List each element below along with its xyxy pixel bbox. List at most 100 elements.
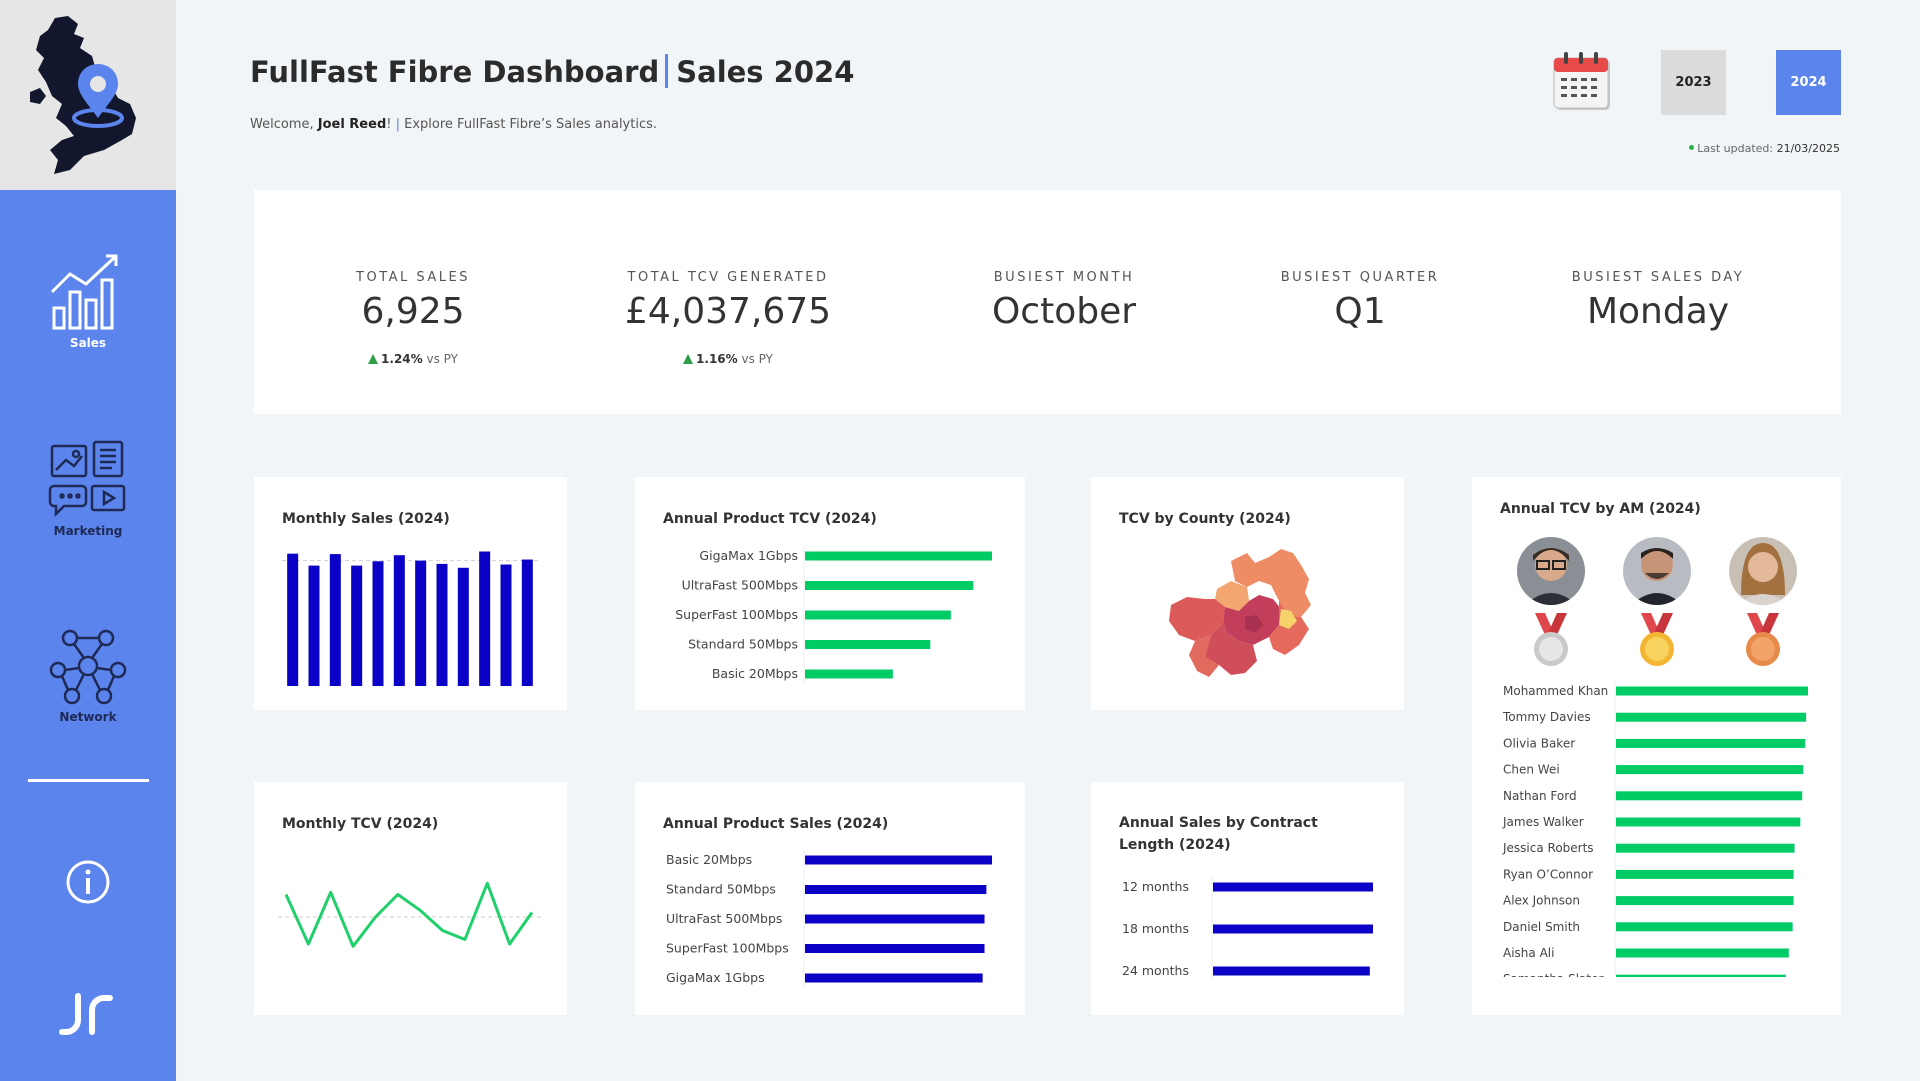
avatar (1623, 537, 1691, 605)
tick-label: SuperFast 100Mbps (666, 941, 789, 956)
bar (1616, 765, 1804, 775)
bar-may (372, 561, 384, 686)
tick-label: Samantha Slater (1503, 972, 1603, 977)
monthly-sales-card: Monthly Sales (2024) (254, 477, 567, 710)
kpi-total-sales: TOTAL SALES 6,925 1.24% vs PY (273, 270, 553, 366)
tick-label: 18 months (1122, 921, 1189, 936)
kpi-total-tcv: TOTAL TCV GENERATED £4,037,675 1.16% vs … (588, 270, 868, 366)
tick-label: Olivia Baker (1503, 736, 1575, 750)
last-updated: Last updated: 21/03/2025 (1689, 142, 1840, 155)
tick-label: Basic 20Mbps (666, 852, 752, 867)
county-region-highlight[interactable] (1279, 609, 1297, 629)
kpi-value: October (991, 291, 1137, 332)
last-updated-label: Last updated: (1697, 142, 1777, 155)
year-2023-button[interactable]: 2023 (1661, 50, 1726, 115)
title-divider (665, 54, 669, 88)
bar (1616, 948, 1789, 958)
bar (1616, 791, 1803, 801)
bar (1616, 869, 1794, 879)
bar-nov (500, 564, 512, 686)
chart-title: TCV by County (2024) (1119, 511, 1291, 527)
county-region-west[interactable] (1169, 597, 1225, 641)
kpi-label: BUSIEST MONTH (993, 270, 1135, 285)
status-dot (1689, 145, 1695, 150)
sidebar-item-sales[interactable]: Sales (0, 252, 176, 350)
info-button[interactable] (0, 858, 176, 906)
tick-label: Standard 50Mbps (688, 637, 798, 652)
tick-label: Alex Johnson (1503, 894, 1580, 908)
county-region-north[interactable] (1231, 549, 1311, 617)
kpi-delta: 1.16% vs PY (588, 352, 868, 366)
tick-label: Basic 20Mbps (712, 666, 798, 681)
bar-sep (457, 567, 469, 686)
kpi-busiest-day: BUSIEST SALES DAY Monday (1518, 270, 1798, 332)
county-region-core[interactable] (1245, 615, 1263, 633)
chart-title: Annual Product TCV (2024) (663, 511, 877, 527)
bar (1616, 896, 1794, 906)
tick-label: Tommy Davies (1502, 710, 1591, 724)
tick-label: Mohammed Khan (1503, 684, 1608, 698)
kpi-delta: 1.24% vs PY (273, 352, 553, 366)
annual-tcv-by-am-chart: Mohammed Khan Tommy Davies Olivia Baker Che… (1502, 681, 1808, 977)
annual-product-sales-card: Annual Product Sales (2024) Basic 20Mbps… (635, 782, 1025, 1015)
sidebar-item-network[interactable]: Network (0, 626, 176, 724)
bar (805, 914, 985, 924)
bar (805, 581, 974, 590)
sidebar-item-marketing[interactable]: Marketing (0, 440, 176, 538)
tick-label: Jessica Roberts (1502, 841, 1594, 855)
bar (805, 669, 893, 679)
bar (1616, 712, 1807, 722)
annual-product-sales-chart: Basic 20Mbps Standard 50Mbps UltraFast 500… (666, 850, 992, 988)
tick-label: Daniel Smith (1503, 920, 1580, 934)
sales-chart-icon (50, 254, 118, 330)
bar (805, 885, 987, 894)
bar-feb (308, 565, 320, 686)
county-region-southwest[interactable] (1189, 635, 1219, 677)
year-2024-button[interactable]: 2024 (1776, 50, 1841, 115)
bar (805, 944, 985, 953)
marketing-icon (48, 440, 126, 518)
tick-label: Ryan O’Connor (1503, 867, 1593, 881)
kpi-label: BUSIEST SALES DAY (1571, 270, 1745, 285)
bar-dec (521, 559, 533, 686)
county-region-northwest[interactable] (1215, 581, 1249, 611)
chart-title: Annual Sales by Contract Length (2024) (1119, 815, 1318, 853)
kpi-value: Q1 (1334, 291, 1386, 332)
tick-label: SuperFast 100Mbps (675, 607, 798, 622)
bar (805, 551, 992, 561)
monthly-tcv-chart (278, 881, 544, 948)
kpi-delta-value: 1.16% (696, 352, 738, 366)
kpi-delta-suffix: vs PY (422, 352, 458, 366)
kpi-busiest-quarter: BUSIEST QUARTER Q1 (1220, 270, 1500, 332)
tick-label: GigaMax 1Gbps (666, 970, 765, 985)
bar (1616, 974, 1786, 977)
bar-oct (479, 551, 491, 686)
dashboard-subtitle-title: Sales 2024 (676, 55, 855, 89)
kpi-label: TOTAL TCV GENERATED (627, 270, 829, 285)
sidebar-item-label: Network (59, 710, 117, 724)
avatar (1517, 537, 1585, 605)
bar (805, 640, 931, 649)
uk-map-logo (0, 0, 176, 190)
kpi-value: Monday (1586, 291, 1730, 332)
calendar-icon[interactable] (1552, 50, 1616, 114)
kpi-value: 6,925 (361, 291, 465, 332)
sidebar-divider (28, 779, 149, 782)
user-name: Joel Reed (317, 117, 387, 132)
chart-title: Monthly Sales (2024) (282, 511, 450, 527)
tick-label: Chen Wei (1503, 763, 1560, 777)
sidebar: Sales Marketing (0, 0, 176, 1081)
explore-text: Explore FullFast Fibre’s Sales analytics… (400, 117, 658, 132)
bar (1616, 817, 1801, 827)
welcome-prefix: Welcome, (250, 117, 318, 132)
bar-jun (393, 555, 405, 686)
kpi-label: BUSIEST QUARTER (1280, 270, 1440, 285)
uk-map-icon (30, 16, 136, 174)
kpi-delta-suffix: vs PY (737, 352, 773, 366)
avatar (1729, 537, 1797, 605)
annual-product-tcv-chart: GigaMax 1Gbps UltraFast 500Mbps SuperFast … (675, 546, 992, 684)
bar (1616, 686, 1808, 696)
dashboard-title: FullFast Fibre Dashboard (250, 55, 660, 89)
tick-label: Nathan Ford (1503, 789, 1577, 803)
county-region-south[interactable] (1205, 623, 1257, 675)
